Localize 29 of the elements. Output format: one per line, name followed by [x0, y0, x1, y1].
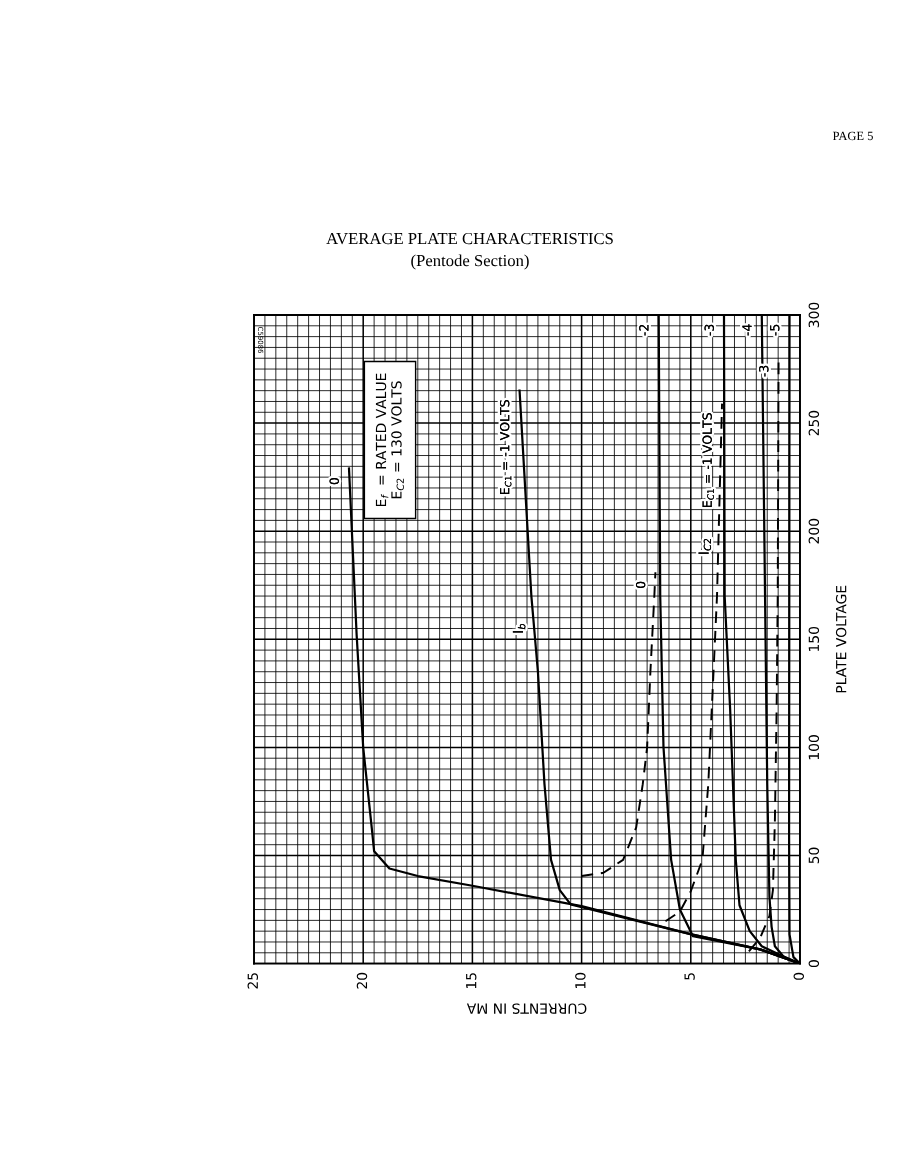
annotation: I$_{C2}$ [698, 538, 712, 554]
y-tick-label: 100 [808, 735, 820, 760]
annotation: I$_{b}$ [512, 623, 526, 633]
x-tick-label: 20 [356, 972, 368, 989]
y-tick-label: 50 [808, 847, 820, 864]
x-axis-title: CURRENTS IN MA [466, 1003, 587, 1014]
text: -4 [742, 324, 752, 336]
annotation: E$_{f}$ = RATED VALUE E$_{C2}$ = 130 VOLTS [375, 373, 404, 507]
y-tick-label: 150 [808, 626, 820, 652]
chart-subtitle: (Pentode Section) [411, 254, 529, 270]
text: E$_{C1}$ = -1 VOLTS [499, 400, 512, 494]
x-tick-label: 5 [684, 973, 695, 980]
chart-title: AVERAGE PLATE CHARACTERISTICS [326, 232, 613, 245]
y-tick-label: 0 [808, 960, 820, 968]
x-tick-label: 10 [575, 972, 586, 989]
x-tick-label: 15 [466, 973, 477, 989]
y-axis-title: PLATE VOLTAGE [835, 585, 847, 693]
text: PAGE 5 [832, 131, 873, 141]
y-tick-label: 250 [808, 410, 820, 436]
y-tick-label: 200 [808, 518, 820, 544]
text: -3 [704, 324, 714, 336]
text: -3 [759, 365, 769, 377]
text: 0 [329, 477, 339, 485]
y-tick-label: 300 [808, 302, 820, 328]
text: -5 [770, 324, 780, 336]
x-tick-label: 0 [793, 972, 805, 980]
x-tick-label: 25 [247, 973, 259, 989]
text: -2 [639, 324, 649, 336]
text: 0 [635, 581, 646, 589]
